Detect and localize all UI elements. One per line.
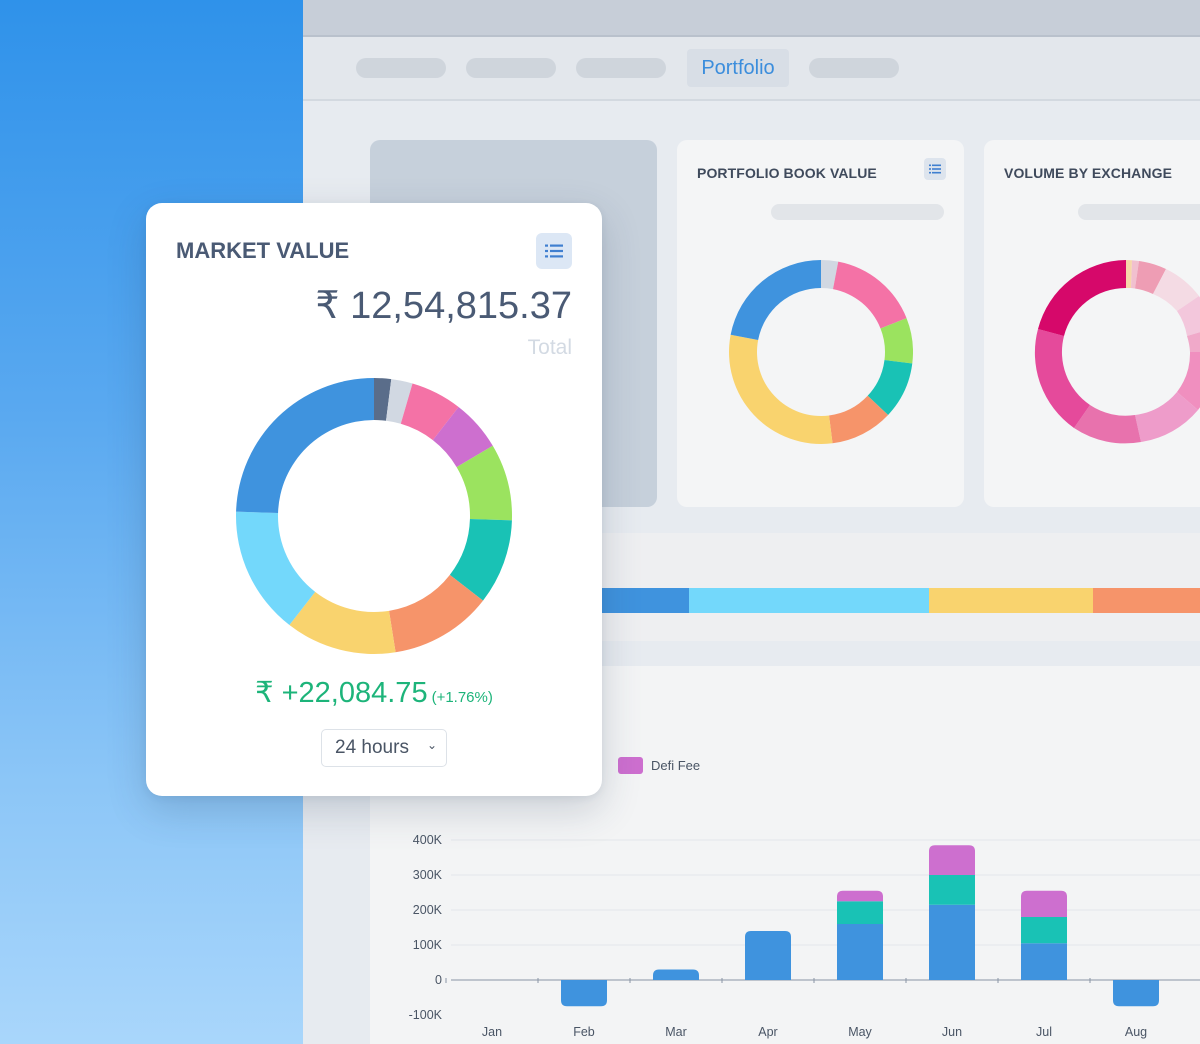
donut-segment — [1131, 260, 1139, 289]
bar-segment — [929, 904, 975, 980]
donut-segment — [236, 378, 374, 513]
volume-by-exchange-card: VOLUME BY EXCHANGE — [984, 140, 1200, 507]
nav-tab-placeholder-3[interactable] — [576, 58, 666, 78]
market-value-title: MARKET VALUE — [176, 238, 350, 263]
donut-segment — [389, 574, 484, 653]
donut-segment — [1034, 329, 1090, 428]
donut-segment — [236, 511, 316, 626]
x-tick-label: May — [848, 1025, 872, 1039]
donut-segment — [1177, 352, 1200, 410]
donut-segment — [456, 445, 512, 521]
allocation-segment — [689, 588, 929, 613]
card-title: PORTFOLIO BOOK VALUE — [697, 165, 877, 181]
bar-segment — [837, 901, 883, 924]
donut-segment — [829, 395, 889, 444]
allocation-stack-bar — [303, 588, 1200, 613]
donut-segment — [1153, 269, 1199, 311]
card-title: VOLUME BY EXCHANGE — [1004, 165, 1173, 181]
allocation-segment — [1093, 588, 1200, 613]
market-value-donut — [236, 378, 512, 654]
monthly-bar-chart: 400K 300K 200K 100K 0 -100K Jan Feb Mar Apr May Jun… — [409, 833, 1200, 1039]
list-menu-icon[interactable] — [536, 233, 572, 269]
donut-segment — [386, 379, 413, 424]
bar-segment — [1113, 980, 1159, 1007]
y-tick-label: 300K — [413, 868, 443, 882]
donut-segment — [821, 260, 839, 290]
bar-segment — [1021, 943, 1067, 980]
bar-segment — [837, 924, 883, 980]
allocation-segment — [601, 588, 689, 613]
top-strip — [303, 0, 1200, 36]
donut-segment — [1135, 261, 1166, 294]
card-subtitle-placeholder — [771, 204, 944, 220]
bar-segment — [561, 980, 607, 1007]
donut-segment — [289, 591, 396, 654]
x-tick-label: Feb — [573, 1025, 595, 1039]
donut-segment — [1126, 260, 1132, 288]
total-label: Total — [527, 336, 572, 359]
nav-tab-placeholder-2[interactable] — [466, 58, 556, 78]
bar-segment — [837, 890, 883, 902]
legend-swatch-defi-fee — [618, 757, 643, 774]
rupee-symbol: ₹ — [315, 285, 340, 327]
x-tick-label: Jun — [942, 1025, 962, 1039]
nav-tab-placeholder-4[interactable] — [809, 58, 899, 78]
donut-segment — [449, 519, 512, 601]
change-percent: (+1.76%) — [431, 689, 493, 706]
change-value: ₹ +22,084.75 — [255, 677, 428, 709]
list-menu-icon[interactable] — [924, 158, 946, 180]
donut-segment — [1187, 332, 1200, 352]
bar-segment — [929, 875, 975, 905]
chevron-down-icon: ⌄ — [426, 738, 437, 752]
donut-segment — [730, 260, 821, 341]
donut-segment — [432, 406, 493, 468]
market-value-card: MARKET VALUE ₹ 12,54,815.37 Total ₹ +22,… — [146, 203, 602, 796]
card-subtitle-placeholder — [1078, 204, 1200, 220]
donut-segment — [1038, 260, 1126, 336]
bar-segment — [1021, 890, 1067, 917]
x-tick-label: Aug — [1125, 1025, 1147, 1039]
donut-segment — [1074, 405, 1141, 444]
nav-tab-placeholder-1[interactable] — [356, 58, 446, 78]
bar-segment — [653, 969, 699, 980]
x-tick-label: Apr — [758, 1025, 777, 1039]
bar-segment — [1021, 917, 1067, 944]
x-tick-label: Jul — [1036, 1025, 1052, 1039]
top-divider — [303, 35, 1200, 37]
x-tick-label: Mar — [665, 1025, 687, 1039]
donut-segment — [374, 378, 392, 421]
donut-segment — [1177, 296, 1200, 336]
market-value-amount: ₹ 12,54,815.37 — [315, 283, 572, 328]
market-value-change: ₹ +22,084.75 (+1.76%) — [146, 675, 602, 710]
donut-segment — [880, 318, 913, 364]
donut-segment — [1135, 392, 1198, 442]
donut-segment — [832, 261, 907, 329]
x-tick-label: Jan — [482, 1025, 502, 1039]
allocation-segment — [929, 588, 1093, 613]
amount-value: 12,54,815.37 — [350, 285, 572, 327]
y-tick-label: 0 — [435, 973, 442, 987]
period-select[interactable]: 24 hours ⌄ — [321, 729, 447, 767]
tab-portfolio[interactable]: Portfolio — [687, 49, 789, 87]
legend-label-defi-fee: Defi Fee — [651, 758, 701, 773]
y-tick-label: -100K — [409, 1008, 443, 1022]
donut-segment — [867, 360, 913, 415]
navbar: Portfolio — [303, 37, 1200, 101]
donut-segment — [400, 383, 459, 441]
bar-segment — [745, 931, 791, 980]
period-select-value: 24 hours — [335, 737, 409, 758]
donut-segment — [729, 334, 833, 444]
portfolio-book-value-donut — [729, 260, 913, 444]
volume-by-exchange-donut — [1034, 260, 1200, 444]
y-tick-label: 100K — [413, 938, 443, 952]
y-tick-label: 200K — [413, 903, 443, 917]
portfolio-book-value-card: PORTFOLIO BOOK VALUE — [677, 140, 964, 507]
y-tick-label: 400K — [413, 833, 443, 847]
bar-segment — [929, 845, 975, 875]
